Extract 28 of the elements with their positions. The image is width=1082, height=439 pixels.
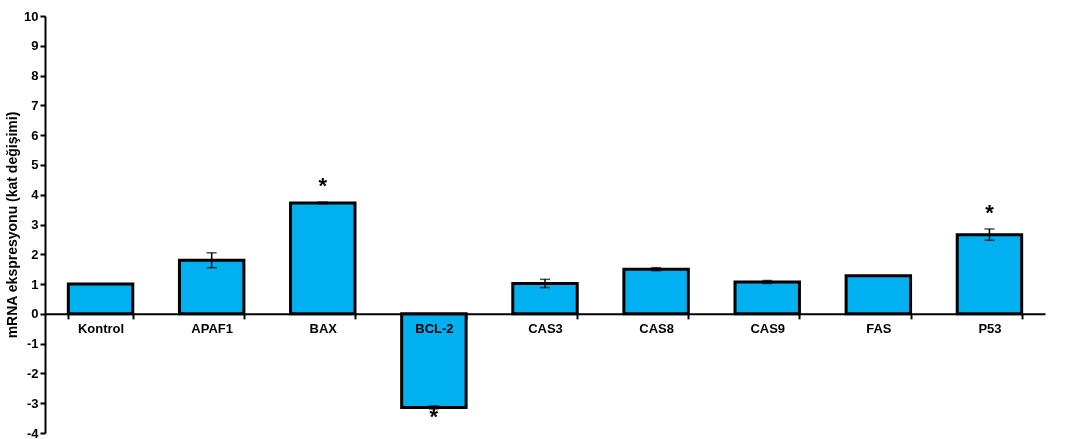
x-tick-label: P53 xyxy=(978,321,1002,337)
x-tick-label: APAF1 xyxy=(191,321,233,337)
y-tick-label: 4 xyxy=(31,187,40,203)
x-tick-label: FAS xyxy=(866,321,892,337)
y-tick-label: 8 xyxy=(31,68,39,84)
y-tick-label: -2 xyxy=(26,365,39,381)
y-tick-label: -4 xyxy=(26,425,40,439)
x-tick-label: BCL-2 xyxy=(415,321,454,337)
y-tick-label: 3 xyxy=(31,217,39,232)
y-tick-label: 7 xyxy=(31,97,39,113)
data-label: * xyxy=(318,173,328,199)
y-tick-label: 6 xyxy=(31,127,39,143)
y-tick-label: -3 xyxy=(26,395,39,411)
y-tick-label: 0 xyxy=(31,306,39,322)
x-tick-label: CAS9 xyxy=(750,321,786,337)
data-label: * xyxy=(429,403,439,429)
y-tick-label: 2 xyxy=(31,246,39,262)
y-tick-label: 5 xyxy=(31,157,39,173)
y-tick-label: 1 xyxy=(31,276,39,292)
data-label: * xyxy=(985,199,995,225)
x-tick-label: Kontrol xyxy=(77,321,125,337)
x-tick-label: CAS8 xyxy=(639,321,674,337)
x-tick-label: CAS3 xyxy=(528,321,563,337)
y-tick-label: -1 xyxy=(26,336,39,352)
y-tick-label: 9 xyxy=(31,38,39,54)
x-tick-label: BAX xyxy=(309,321,338,337)
y-tick-label: 10 xyxy=(24,8,39,24)
y-axis-title: mRNA ekspresyonu (kat değişimi) xyxy=(4,111,21,339)
